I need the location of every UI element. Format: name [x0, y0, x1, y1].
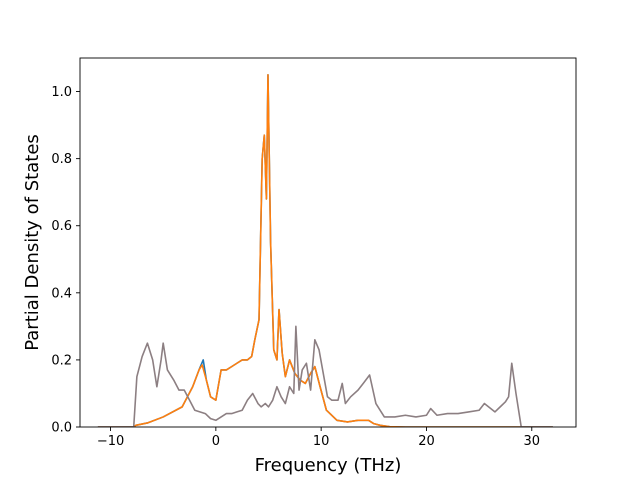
ticks: −10 0 10 20 30 0.0 0.2 0.4 0.6 0.8 1.0 — [51, 85, 540, 449]
y-tick-label: 0.6 — [51, 219, 72, 234]
y-tick-label: 0.0 — [51, 421, 72, 436]
y-tick-label: 1.0 — [51, 85, 72, 100]
y-tick-label: 0.2 — [51, 353, 72, 368]
x-tick-label: 20 — [418, 434, 435, 449]
axes-frame — [79, 57, 577, 428]
x-tick-label: 30 — [523, 434, 540, 449]
series-line-2 — [97, 73, 553, 427]
x-tick-label: 10 — [313, 434, 330, 449]
y-axis-title: Partial Density of States — [22, 134, 43, 351]
x-tick-label: 0 — [212, 434, 220, 449]
y-tick-label: 0.4 — [51, 286, 72, 301]
x-axis-title: Frequency (THz) — [255, 455, 402, 476]
series-line-3 — [97, 325, 553, 427]
plot-area — [97, 73, 553, 427]
y-tick-label: 0.8 — [51, 152, 72, 167]
x-tick-label: −10 — [97, 434, 124, 449]
